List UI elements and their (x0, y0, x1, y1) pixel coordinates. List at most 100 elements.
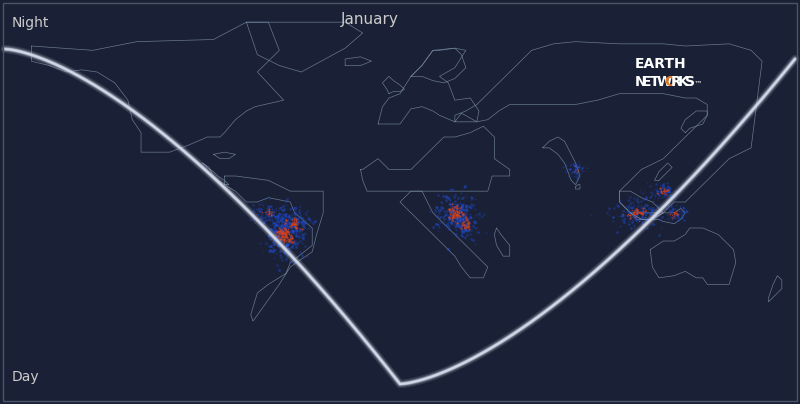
Point (270, 236, 283, 243)
Point (286, 220, 298, 227)
Point (570, 168, 583, 175)
Point (658, 188, 670, 194)
Point (286, 259, 299, 266)
Point (456, 213, 469, 219)
Point (253, 208, 266, 214)
Point (675, 208, 688, 214)
Point (264, 214, 277, 221)
Point (274, 229, 286, 236)
Point (652, 187, 665, 194)
Point (254, 240, 266, 246)
Point (666, 201, 679, 207)
Point (458, 225, 471, 232)
Point (273, 248, 286, 254)
Point (462, 219, 474, 225)
Point (651, 188, 664, 195)
Point (282, 229, 294, 235)
Point (459, 183, 472, 189)
Point (259, 196, 272, 202)
Point (278, 232, 291, 238)
Point (619, 215, 632, 222)
Point (296, 235, 309, 241)
Point (451, 208, 464, 215)
Point (456, 211, 469, 218)
Point (278, 238, 290, 245)
Point (285, 238, 298, 244)
Point (454, 221, 467, 227)
Point (282, 212, 295, 218)
Point (270, 227, 283, 234)
Point (246, 213, 258, 220)
Point (456, 221, 469, 227)
Point (441, 220, 454, 227)
Point (252, 205, 265, 212)
Point (442, 226, 455, 232)
Point (275, 216, 288, 222)
Point (276, 226, 289, 233)
Point (616, 213, 629, 220)
Point (625, 225, 638, 231)
Point (456, 219, 469, 225)
Point (642, 215, 654, 222)
Text: Day: Day (12, 370, 40, 384)
Point (447, 210, 460, 216)
Text: ™: ™ (694, 80, 702, 89)
Point (446, 217, 458, 223)
Point (250, 206, 263, 212)
Point (245, 213, 258, 219)
Point (274, 237, 286, 243)
Point (462, 225, 475, 232)
Point (267, 255, 280, 261)
Point (283, 220, 296, 226)
Point (441, 205, 454, 212)
Point (282, 246, 294, 252)
Point (638, 187, 651, 193)
Point (270, 205, 282, 211)
Point (638, 208, 651, 215)
Point (304, 218, 317, 225)
Point (654, 208, 666, 215)
Point (294, 212, 306, 219)
Point (575, 166, 588, 172)
Point (289, 224, 302, 231)
Point (278, 250, 291, 257)
Point (283, 234, 296, 240)
Point (285, 214, 298, 220)
Point (279, 225, 292, 231)
Point (468, 218, 481, 225)
Point (289, 211, 302, 217)
Point (666, 213, 679, 219)
Point (276, 234, 289, 240)
Point (627, 212, 640, 219)
Point (278, 231, 290, 238)
Point (288, 217, 301, 224)
Point (278, 206, 290, 212)
Point (264, 212, 277, 218)
Point (640, 212, 653, 219)
Point (610, 202, 623, 208)
Point (273, 229, 286, 235)
Point (665, 209, 678, 215)
Point (568, 163, 581, 169)
Point (573, 158, 586, 165)
Point (667, 195, 680, 201)
Point (570, 169, 582, 176)
Point (262, 211, 275, 218)
Point (618, 207, 630, 214)
Point (270, 222, 282, 229)
Point (446, 214, 458, 220)
Point (635, 209, 648, 216)
Point (631, 212, 644, 218)
Point (465, 194, 478, 200)
Point (469, 220, 482, 226)
Point (570, 162, 583, 169)
Point (638, 196, 650, 203)
Point (622, 208, 635, 215)
Point (262, 213, 275, 219)
Point (665, 208, 678, 215)
Point (276, 221, 289, 228)
Point (618, 209, 631, 216)
Point (435, 200, 448, 206)
Point (256, 208, 269, 215)
Point (658, 191, 671, 198)
